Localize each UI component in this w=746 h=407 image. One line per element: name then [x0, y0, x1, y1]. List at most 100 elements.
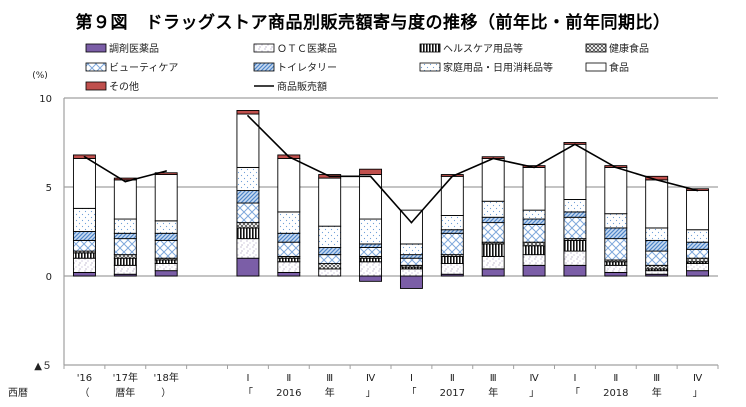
- bar-segment-kenko: [686, 257, 710, 263]
- bar-segment-health: [236, 227, 260, 240]
- x-tick-sublabel: （: [79, 387, 89, 399]
- bar-segment-chozai: [359, 275, 383, 282]
- bar-segment-otc: [440, 263, 464, 275]
- bar-segment-food: [154, 174, 178, 222]
- bar-segment-food: [440, 175, 464, 216]
- bar-segment-toiletry: [604, 227, 628, 240]
- bar-segment-katei: [481, 200, 505, 218]
- x-tick-sublabel: 年: [325, 386, 335, 399]
- legend-label: 調剤医薬品: [109, 42, 159, 55]
- bar-segment-beauty: [277, 241, 301, 257]
- bar-segment-kenko: [113, 254, 137, 259]
- y-tick-label: 10: [39, 94, 52, 105]
- bar-segment-toiletry: [236, 190, 260, 204]
- legend-swatch-chozai: [85, 43, 107, 53]
- legend-item-food: 食品: [585, 61, 629, 74]
- bar-segment-toiletry: [277, 232, 301, 243]
- x-tick-sublabel: 「: [406, 387, 416, 399]
- bar-segment-chozai: [522, 264, 546, 277]
- bar-segment-katei: [522, 209, 546, 220]
- x-tick-sublabel: ）: [161, 387, 171, 399]
- line-point: [615, 166, 617, 169]
- y-tick-label: ▲５: [34, 361, 52, 372]
- bar-segment-health: [522, 245, 546, 256]
- x-tick-label: Ⅱ: [450, 373, 455, 384]
- x-tick-sublabel: 」: [529, 388, 539, 399]
- legend-label: ビューティケア: [109, 62, 178, 74]
- bar-segment-katei: [686, 229, 710, 243]
- bar-segment-chozai: [399, 275, 423, 289]
- bar-segment-beauty: [72, 239, 96, 252]
- legend-item-katei: 家庭用品・日用消耗品等: [419, 61, 553, 74]
- bar-segment-food: [522, 166, 546, 211]
- x-tick-label: Ⅰ: [246, 373, 249, 384]
- bar-segment-food: [359, 174, 383, 220]
- legend-swatch-katei: [419, 62, 441, 72]
- bar-stack: [481, 156, 505, 277]
- x-tick-label: '17年: [113, 371, 138, 384]
- legend-label: 家庭用品・日用消耗品等: [443, 61, 553, 74]
- x-tick-label: Ⅱ: [286, 373, 291, 384]
- chart-title: 第９図 ドラッグストア商品別販売額寄与度の推移（前年比・前年同期比）: [75, 13, 671, 33]
- bar-segment-katei: [440, 215, 464, 231]
- bar-stack: [563, 142, 587, 277]
- x-tick-label: Ⅲ: [490, 373, 497, 384]
- x-axis-labels: 西暦 '16 '17年 '18年 Ⅰ Ⅱ Ⅲ Ⅳ Ⅰ Ⅱ Ⅲ Ⅳ Ⅰ Ⅱ Ⅲ Ⅳ （ 暦年 ） 「 2016 年 」 「 201…: [8, 371, 703, 399]
- legend-item-kenko: 健康食品: [585, 42, 649, 55]
- legend-swatch-beauty: [85, 62, 107, 72]
- legend-swatch-health: [419, 43, 441, 53]
- bar-segment-katei: [604, 213, 628, 229]
- x-tick-sublabel: 「: [570, 387, 580, 399]
- line-point: [492, 157, 494, 160]
- legend-label: その他: [109, 80, 139, 93]
- bar-segment-toiletry: [522, 218, 546, 225]
- x-tick-label: Ⅰ: [410, 373, 413, 384]
- legend-item-otc: ＯＴＣ医薬品: [253, 43, 337, 55]
- bar-segment-toiletry: [318, 247, 342, 256]
- bar-stack: [522, 165, 546, 277]
- bar-segment-food: [686, 190, 710, 231]
- bar-segment-katei: [277, 211, 301, 234]
- x-tick-sublabel: 2016: [276, 388, 301, 399]
- line-series-segment: [247, 115, 698, 224]
- bar-segment-beauty: [318, 254, 342, 264]
- bar-segment-otc: [236, 238, 260, 259]
- legend-item-beauty: ビューティケア: [85, 62, 178, 74]
- bar-segment-food: [277, 158, 301, 213]
- bar-segment-other: [236, 110, 260, 115]
- bar-stack: [154, 172, 178, 277]
- bar-segment-food: [604, 166, 628, 215]
- bar-segment-toiletry: [440, 229, 464, 234]
- x-tick-label: Ⅳ: [366, 373, 376, 384]
- bar-segment-food: [563, 143, 587, 200]
- legend-item-line: 商品販売額: [254, 80, 327, 93]
- line-point: [247, 115, 249, 117]
- legend-label: ヘルスケア用品等: [443, 42, 523, 55]
- x-tick-label: Ⅰ: [573, 373, 576, 384]
- bar-segment-katei: [113, 218, 137, 234]
- legend-label: 健康食品: [609, 42, 649, 55]
- line-series: [83, 115, 699, 224]
- bar-segment-otc: [686, 263, 710, 272]
- bar-segment-katei: [72, 207, 96, 232]
- bar-segment-food: [399, 209, 423, 245]
- bar-stack: [645, 175, 669, 277]
- bars: [72, 110, 710, 289]
- bar-segment-health: [359, 257, 383, 263]
- bar-segment-food: [72, 158, 96, 209]
- bar-segment-health: [563, 239, 587, 252]
- bar-segment-beauty: [604, 238, 628, 261]
- legend-item-toiletry: トイレタリー: [253, 62, 337, 74]
- line-point: [451, 175, 454, 178]
- x-tick-sublabel: 年: [652, 386, 662, 399]
- line-point: [410, 221, 413, 224]
- bar-segment-toiletry: [686, 241, 710, 250]
- bar-segment-otc: [318, 268, 342, 277]
- legend-item-other: その他: [85, 80, 139, 93]
- line-point: [165, 170, 167, 172]
- legend-label: トイレタリー: [277, 62, 337, 74]
- legend-label: 商品販売額: [277, 80, 327, 93]
- bar-segment-kenko: [318, 263, 342, 270]
- legend-swatch-toiletry: [253, 62, 275, 72]
- bar-segment-chozai: [686, 270, 710, 277]
